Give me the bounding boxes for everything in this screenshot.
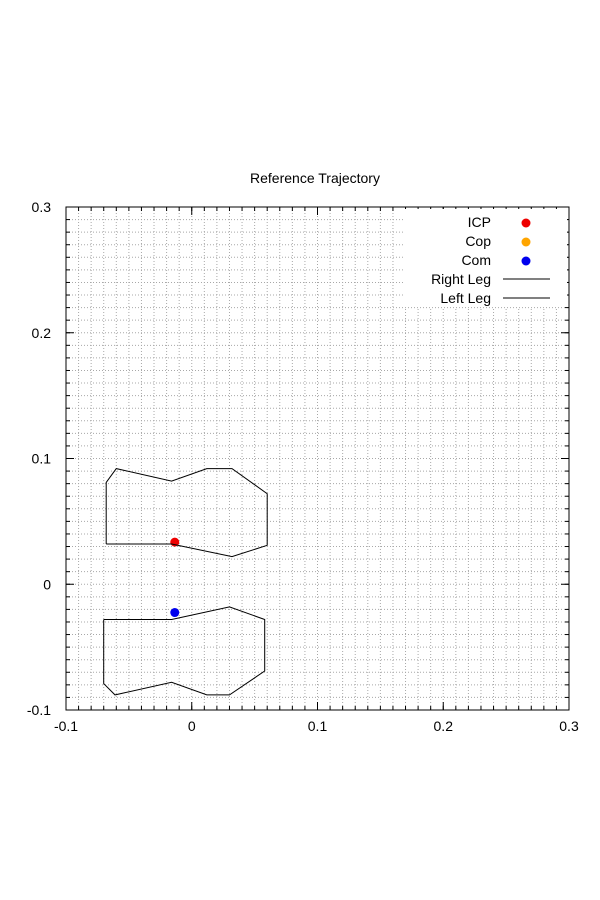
right-leg-outline	[105, 468, 268, 558]
legend-swatch-com	[521, 256, 531, 266]
legend-box	[405, 209, 567, 307]
legend-label-cop: Cop	[465, 233, 491, 249]
y-tick-label: -0.1	[27, 702, 51, 718]
y-tick-label: 0.3	[32, 199, 52, 215]
legend-label-com: Com	[461, 252, 491, 268]
marks	[103, 468, 268, 696]
y-tick-label: 0.1	[32, 451, 52, 467]
x-tick-label: -0.1	[54, 718, 78, 734]
x-tick-label: 0.1	[308, 718, 328, 734]
y-tick-label: 0.2	[32, 325, 52, 341]
legend-background	[405, 209, 567, 307]
x-tick-label: 0.3	[559, 718, 579, 734]
x-tick-label: 0	[188, 718, 196, 734]
legend-label-left-leg: Left Leg	[440, 290, 491, 306]
com-point	[170, 608, 180, 618]
legend-label-icp: ICP	[468, 214, 491, 230]
plot-frame	[65, 206, 570, 711]
chart-title: Reference Trajectory	[250, 170, 380, 186]
legend-label-right-leg: Right Leg	[431, 271, 491, 287]
legend-swatch-cop	[521, 237, 531, 247]
legend: ICP Cop Com Right Leg Left Leg	[431, 214, 550, 306]
tick-labels: -0.1 0 0.1 0.2 0.3 -0.1 0 0.1 0.2 0.3	[27, 199, 579, 734]
y-tick-label: 0	[43, 576, 51, 592]
x-tick-label: 0.2	[434, 718, 454, 734]
left-leg-outline	[103, 606, 266, 696]
legend-swatch-icp	[521, 218, 531, 228]
